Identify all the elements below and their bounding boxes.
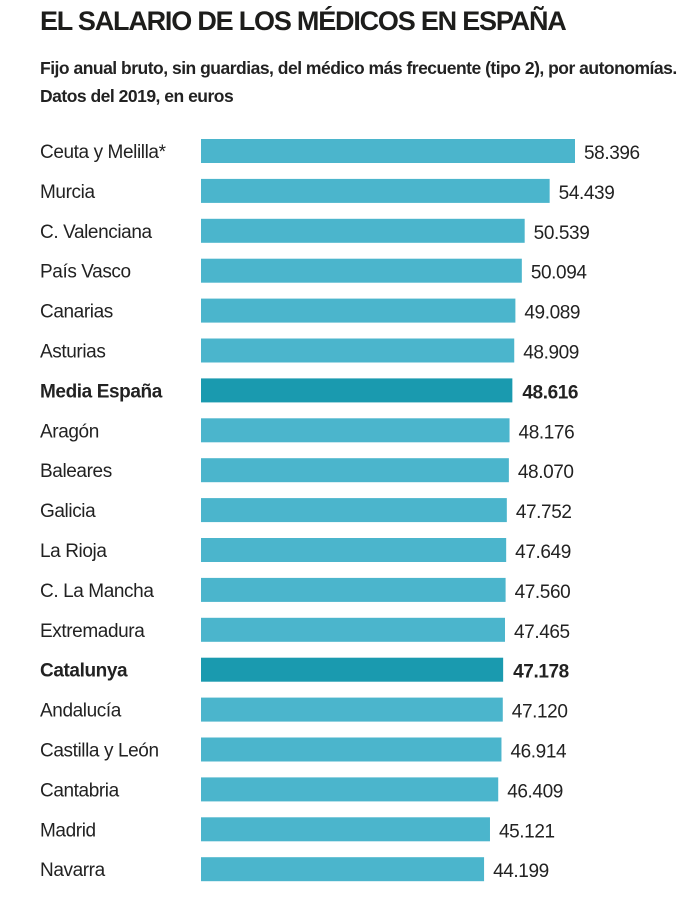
bar — [201, 577, 506, 602]
bar — [201, 258, 522, 283]
value-label: 46.409 — [507, 781, 563, 802]
value-label: 50.539 — [534, 223, 590, 244]
category-label: Extremadura — [40, 621, 145, 642]
category-label: Navarra — [40, 860, 106, 881]
category-label: Madrid — [40, 820, 96, 841]
category-label: C. Valenciana — [40, 222, 153, 243]
value-label: 54.439 — [559, 183, 615, 204]
value-label: 49.089 — [524, 303, 580, 324]
value-label: 47.649 — [515, 542, 571, 563]
category-label: Asturias — [40, 342, 105, 363]
category-label: País Vasco — [40, 262, 131, 283]
value-label: 48.909 — [523, 343, 579, 364]
value-label: 47.465 — [514, 622, 570, 643]
value-label: 48.070 — [518, 462, 574, 483]
value-label: 47.178 — [513, 662, 569, 683]
bar — [201, 817, 490, 842]
bar — [201, 338, 515, 363]
category-label: La Rioja — [40, 541, 107, 562]
value-label: 46.914 — [510, 742, 567, 763]
value-label: 50.094 — [531, 263, 588, 284]
bar — [201, 298, 516, 323]
chart-subtitle: Fijo anual bruto, sin guardias, del médi… — [40, 58, 677, 106]
bar — [201, 218, 525, 243]
category-label: Murcia — [40, 182, 95, 203]
value-label: 45.121 — [499, 821, 555, 842]
bar — [201, 498, 507, 523]
value-label: 47.752 — [516, 502, 572, 523]
category-label: Castilla y León — [40, 741, 159, 762]
category-label: Canarias — [40, 302, 113, 323]
bar — [201, 178, 550, 203]
value-label: 58.396 — [584, 143, 640, 164]
category-label: C. La Mancha — [40, 581, 154, 602]
bar — [201, 378, 513, 403]
category-label: Media España — [40, 381, 163, 402]
bar — [201, 737, 502, 762]
category-label: Aragón — [40, 421, 99, 442]
value-label: 47.120 — [512, 702, 568, 723]
value-label: 47.560 — [515, 582, 571, 603]
category-label: Ceuta y Melilla* — [40, 142, 167, 163]
category-label: Catalunya — [40, 661, 128, 682]
bar — [201, 777, 499, 802]
bar — [201, 139, 575, 163]
bar — [201, 657, 504, 682]
value-label: 48.176 — [519, 422, 575, 443]
category-label: Cantabria — [40, 780, 120, 801]
bar — [201, 538, 507, 562]
value-label: 44.199 — [493, 861, 549, 882]
bar — [201, 697, 503, 722]
bar — [201, 458, 509, 483]
bar — [201, 617, 505, 642]
bar — [201, 857, 485, 882]
category-label: Galicia — [40, 501, 96, 522]
value-label: 48.616 — [522, 382, 578, 403]
category-label: Baleares — [40, 461, 112, 482]
bar — [201, 418, 510, 443]
chart-title: EL SALARIO DE LOS MÉDICOS EN ESPAÑA — [40, 6, 567, 36]
category-label: Andalucía — [40, 701, 122, 722]
